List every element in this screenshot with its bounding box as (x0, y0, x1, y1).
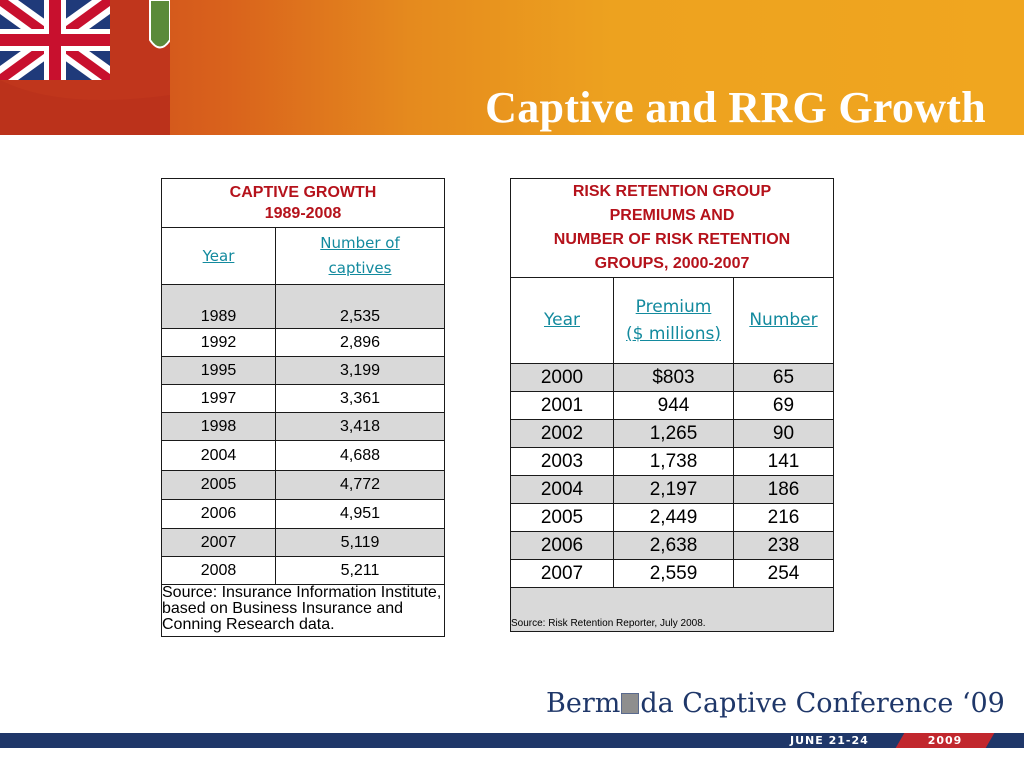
conference-year: 2009 (927, 734, 963, 747)
conference-logo: Berm da Captive Conference ‘09 (546, 688, 1005, 719)
table-cell-year: 2008 (161, 556, 276, 585)
table-cell-year: 2002 (510, 419, 614, 448)
captive-growth-table: CAPTIVE GROWTH 1989-2008 Year Number of … (161, 178, 445, 637)
bermuda-flag-icon (0, 0, 170, 135)
captive-col-year: Year (161, 227, 276, 285)
table-cell-number: 141 (733, 447, 834, 476)
table-cell-year: 2004 (510, 475, 614, 504)
page-title: Captive and RRG Growth (485, 83, 986, 132)
table-cell-year: 2001 (510, 391, 614, 420)
table-cell-premium: 2,449 (613, 503, 734, 532)
table-cell-premium: 1,738 (613, 447, 734, 476)
table-cell-premium: 944 (613, 391, 734, 420)
table-cell-number: 254 (733, 559, 834, 588)
rrg-table-heading: RISK RETENTION GROUP PREMIUMS AND NUMBER… (510, 178, 834, 278)
footer-bar (0, 733, 1024, 748)
table-cell-premium: 2,197 (613, 475, 734, 504)
table-cell-year: 1989 (161, 284, 276, 329)
rrg-col-year: Year (510, 277, 614, 364)
conference-dates: JUNE 21-24 (790, 734, 869, 747)
table-cell-year: 1997 (161, 384, 276, 413)
table-cell-year: 2007 (161, 528, 276, 557)
table-cell-count: 4,688 (275, 440, 445, 471)
table-cell-count: 3,418 (275, 412, 445, 441)
table-cell-number: 90 (733, 419, 834, 448)
table-cell-premium: 2,559 (613, 559, 734, 588)
table-cell-number: 69 (733, 391, 834, 420)
rrg-heading-line3: NUMBER OF RISK RETENTION (553, 231, 791, 248)
table-cell-count: 2,896 (275, 328, 445, 357)
rrg-table-source: Source: Risk Retention Reporter, July 20… (510, 587, 834, 632)
table-cell-year: 2004 (161, 440, 276, 471)
conference-year-badge: 2009 (895, 733, 995, 748)
rrg-col-number: Number (733, 277, 834, 364)
table-cell-count: 5,211 (275, 556, 445, 585)
rrg-col-premium: Premium ($ millions) (613, 277, 734, 364)
rrg-premiums-table: RISK RETENTION GROUP PREMIUMS AND NUMBER… (510, 178, 834, 632)
table-cell-year: 2005 (510, 503, 614, 532)
table-cell-count: 2,535 (275, 284, 445, 329)
conference-logo-text-start: Berm (546, 688, 621, 719)
footer-dates: JUNE 21-24 2009 (770, 733, 1000, 748)
header-banner: Captive and RRG Growth (0, 0, 1024, 135)
table-cell-year: 2006 (161, 499, 276, 529)
rrg-heading-line1: RISK RETENTION GROUP (572, 183, 772, 200)
table-cell-year: 2003 (510, 447, 614, 476)
table-cell-premium: $803 (613, 363, 734, 392)
conference-logo-text-end: da Captive Conference ‘09 (640, 688, 1005, 719)
table-cell-year: 1992 (161, 328, 276, 357)
table-cell-premium: 1,265 (613, 419, 734, 448)
table-cell-number: 216 (733, 503, 834, 532)
table-cell-year: 2005 (161, 470, 276, 500)
table-cell-year: 2000 (510, 363, 614, 392)
table-cell-count: 3,361 (275, 384, 445, 413)
crest-icon (621, 693, 640, 714)
captive-col-number: Number of captives (275, 227, 445, 285)
table-cell-year: 2007 (510, 559, 614, 588)
table-cell-premium: 2,638 (613, 531, 734, 560)
table-cell-count: 4,772 (275, 470, 445, 500)
table-cell-year: 2006 (510, 531, 614, 560)
table-cell-number: 65 (733, 363, 834, 392)
captive-table-source: Source: Insurance Information Institute,… (161, 584, 445, 637)
table-cell-count: 4,951 (275, 499, 445, 529)
table-cell-year: 1995 (161, 356, 276, 385)
rrg-heading-line4: GROUPS, 2000-2007 (594, 255, 750, 272)
table-cell-count: 3,199 (275, 356, 445, 385)
captive-heading-line2: 1989-2008 (264, 205, 342, 222)
table-cell-number: 186 (733, 475, 834, 504)
table-cell-number: 238 (733, 531, 834, 560)
table-cell-year: 1998 (161, 412, 276, 441)
captive-table-heading: CAPTIVE GROWTH 1989-2008 (161, 178, 445, 228)
rrg-heading-line2: PREMIUMS AND (609, 207, 735, 224)
captive-heading-line1: CAPTIVE GROWTH (229, 184, 377, 201)
table-cell-count: 5,119 (275, 528, 445, 557)
